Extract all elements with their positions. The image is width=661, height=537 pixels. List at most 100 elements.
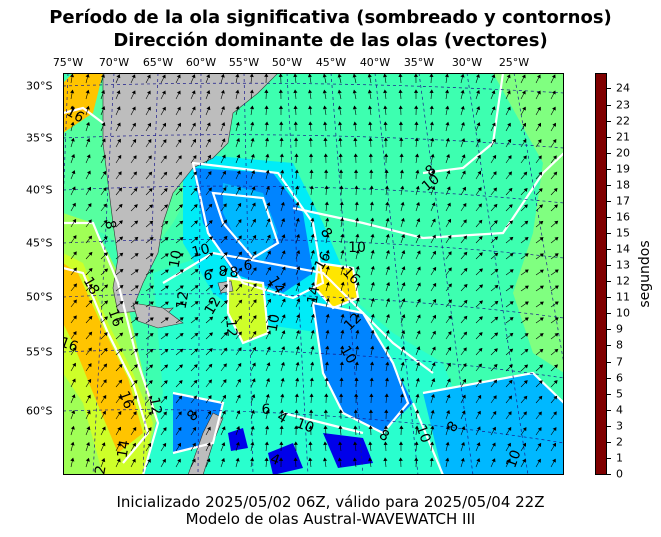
direction-vector-head [325,265,330,270]
direction-vector-head [399,153,404,158]
direction-vector-head [524,253,529,258]
direction-vector-head [415,201,421,206]
direction-vector-head [386,297,391,302]
direction-vector-head [131,90,136,95]
direction-vector-head [476,89,481,94]
direction-vector-head [414,137,419,142]
direction-vector-head [538,395,543,400]
colorbar-tick [607,425,611,427]
direction-vector-head [463,235,468,240]
direction-vector-head [179,237,184,241]
direction-vector-head [162,427,167,432]
direction-vector-head [353,153,358,157]
direction-vector-head [369,201,374,206]
direction-vector-head [370,217,375,222]
lat-label: 60°S [26,404,53,418]
contour-label: 10 [265,313,284,333]
direction-vector-head [119,300,124,305]
direction-vector-head [370,233,375,238]
direction-vector-head [367,73,372,78]
direction-vector-head [413,89,419,93]
direction-vector-head [149,317,154,322]
direction-vector-head [522,155,527,160]
direction-vector-head [279,121,284,125]
direction-vector-head [279,409,284,414]
direction-vector-head [491,122,496,127]
direction-vector-head [296,250,301,254]
direction-vector-head [383,121,388,126]
direction-vector-head [399,425,404,430]
direction-vector-head [478,347,483,352]
direction-vector-head [445,105,450,110]
direction-vector-head [338,121,343,126]
wave-direction-vectors [70,73,559,468]
direction-vector-head [539,301,544,306]
direction-vector-head [553,171,558,176]
contour-label: 6 [262,402,271,418]
direction-vector-head [399,137,404,141]
contour-label: 10 [190,241,211,261]
direction-vector-head [206,122,211,127]
contour-label: 18 [80,274,103,297]
direction-vector-head [552,155,557,160]
period-zone-4 [323,433,373,468]
direction-vector-head [478,203,482,208]
contour-label: 8 [219,264,228,280]
colorbar-tick-label: 23 [616,98,630,112]
direction-vector-head [429,89,434,94]
direction-vector-head [293,121,298,125]
direction-vector-head [102,154,106,159]
colorbar-tick-label: 7 [616,355,623,369]
direction-vector-head [310,361,315,366]
direction-vector-head [445,89,450,94]
direction-vector-head [493,379,498,384]
direction-vector-head [179,317,184,322]
direction-vector-head [86,154,91,159]
direction-vector-head [207,154,211,159]
direction-vector-head [537,442,542,447]
direction-vector-head [252,346,256,351]
direction-vector-head [148,171,153,176]
direction-vector-head [280,185,285,190]
direction-vector-head [309,377,314,382]
direction-vector-head [552,442,556,447]
direction-vector-head [191,106,196,111]
direction-vector-head [103,268,109,273]
direction-vector-head [340,233,345,238]
direction-vector-head [462,363,467,368]
contour-label: 16 [312,249,335,273]
direction-vector-head [385,249,390,254]
lon-label: 75°W [52,56,84,69]
direction-vector-head [101,426,106,431]
direction-vector-head [238,299,243,304]
direction-vector-head [236,425,241,430]
direction-vector-head [132,411,137,416]
contour-line [63,221,160,475]
direction-vector-head [509,301,514,306]
direction-vector-head [324,201,329,206]
direction-vector-head [265,169,270,174]
direction-vector-head [194,301,199,305]
direction-vector-head [339,201,344,206]
direction-vector-head [250,441,255,446]
direction-vector-head [103,219,108,224]
direction-vector-head [352,457,357,462]
direction-vector-head [384,377,389,382]
direction-vector-head [133,171,137,176]
contour-label: 16 [115,389,136,411]
direction-vector-head [102,187,107,192]
direction-vector-head [538,171,543,176]
direction-vector-head [86,441,91,446]
direction-vector-head [264,73,269,77]
direction-vector-head [73,267,77,272]
direction-vector-head [163,380,168,385]
direction-vector-head [251,394,256,399]
direction-vector-head [179,220,184,225]
direction-vector-head [264,441,269,446]
direction-vector-head [116,106,121,111]
direction-vector-head [355,233,360,238]
direction-vector-head [508,379,513,384]
direction-vector-head [461,426,466,431]
contour-line [63,106,104,124]
colorbar-tick-label: 24 [616,81,630,95]
